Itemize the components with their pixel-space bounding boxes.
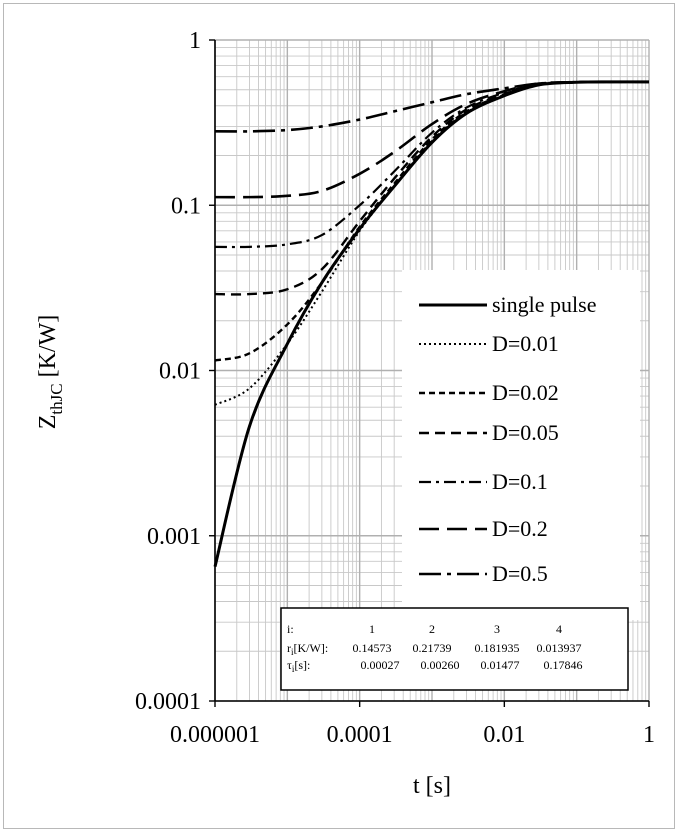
x-tick-label: 1 — [643, 722, 655, 748]
thermal-parameter-table: i: 1 2 3 4 ri[K/W]: 0.14573 0.21739 0.18… — [280, 607, 629, 691]
table-row-r-value: 0.013937 — [537, 641, 582, 655]
table-row-tau-value: 0.00027 — [361, 658, 400, 672]
series-line-d-0-2 — [214, 80, 650, 199]
table-box — [280, 607, 629, 691]
y-axis-label-main: Z — [35, 415, 61, 430]
y-tick-label: 0.0001 — [135, 689, 201, 715]
legend-box — [402, 270, 640, 620]
table-row-i-value: 1 — [369, 622, 375, 636]
table-row-tau-value: 0.01477 — [481, 658, 520, 672]
curves — [213, 80, 650, 568]
y-tick-label: 0.01 — [159, 359, 201, 385]
y-axis-label-sub: thJC — [47, 383, 66, 414]
y-tick-label: 1 — [189, 28, 201, 54]
y-axis-label-unit: [K/W] — [35, 315, 61, 384]
table-row-r-value: 0.21739 — [413, 641, 452, 655]
y-tick-label: 0.001 — [147, 524, 201, 550]
x-tick-label: 0.01 — [483, 722, 525, 748]
legend-label: D=0.5 — [492, 561, 548, 586]
y-tick-label: 0.1 — [171, 193, 201, 219]
x-axis-label: t [s] — [413, 773, 451, 799]
series-line-single-pulse — [213, 80, 650, 568]
x-tick-labels: 0.000001 0.0001 0.01 1 — [170, 722, 655, 748]
table-row-i-label: i: — [287, 622, 294, 636]
table-row-i-value: 2 — [429, 622, 435, 636]
legend-label: D=0.02 — [492, 380, 559, 405]
table-row-tau-label-sub: i — [292, 664, 295, 674]
table-row-r-label-rest: [K/W]: — [294, 641, 329, 655]
series-line-d-0-05 — [214, 80, 650, 296]
table-row-i-value: 3 — [494, 622, 500, 636]
chart-frame — [3, 3, 675, 829]
legend-label: single pulse — [492, 292, 597, 317]
x-tick-label: 0.000001 — [170, 722, 260, 748]
x-tick-label: 0.0001 — [327, 722, 393, 748]
series-line-d-0-1 — [214, 80, 650, 249]
table-row-tau-label-main: τ — [287, 658, 292, 672]
table-row-tau-value: 0.00260 — [421, 658, 460, 672]
table-row-r-value: 0.181935 — [475, 641, 520, 655]
table-row-r-label-main: r — [287, 641, 291, 655]
series-line-d-0-02 — [214, 80, 650, 362]
table-row-tau-label: τi[s]: — [287, 658, 310, 674]
y-tick-labels: 0.0001 0.001 0.01 0.1 1 — [135, 28, 201, 715]
y-axis-label: ZthJC [K/W] — [35, 315, 66, 430]
table-row-tau-label-rest: [s]: — [294, 658, 310, 672]
table-row-r-label: ri[K/W]: — [287, 641, 328, 657]
table-row-i-value: 4 — [556, 622, 562, 636]
table-row-tau-value: 0.17846 — [544, 658, 583, 672]
legend: single pulse D=0.01 D=0.02 D=0.05 D=0.1 D=0.2… — [402, 270, 640, 620]
legend-label: D=0.2 — [492, 516, 548, 541]
table-row-r-value: 0.14573 — [353, 641, 392, 655]
legend-label: D=0.1 — [492, 469, 548, 494]
legend-label: D=0.05 — [492, 420, 559, 445]
table-row-r-label-sub: i — [291, 647, 294, 657]
axes — [209, 39, 650, 707]
legend-label: D=0.01 — [492, 331, 559, 356]
series-line-d-0-5 — [214, 80, 650, 133]
